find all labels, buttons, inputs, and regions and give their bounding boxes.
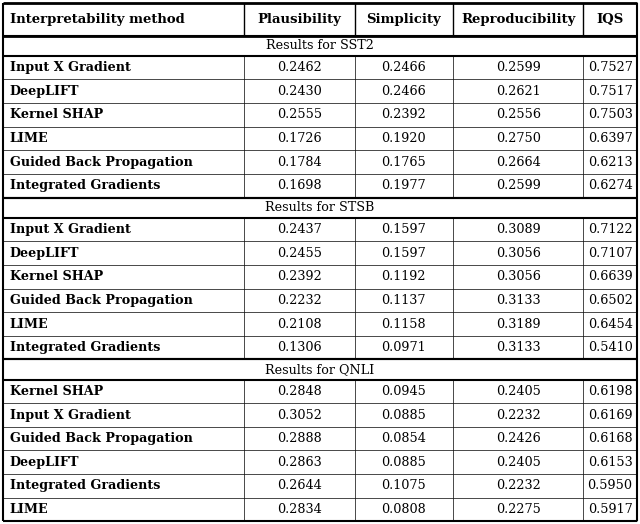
Text: 0.2664: 0.2664 <box>496 156 541 169</box>
Text: 0.2556: 0.2556 <box>495 108 541 122</box>
Text: 0.6502: 0.6502 <box>588 294 632 307</box>
Text: 0.6168: 0.6168 <box>588 432 632 445</box>
Text: Interpretability method: Interpretability method <box>10 13 184 26</box>
Text: 0.2466: 0.2466 <box>381 85 426 98</box>
Text: 0.1977: 0.1977 <box>381 179 426 192</box>
Text: 0.2405: 0.2405 <box>496 385 541 398</box>
Text: 0.2848: 0.2848 <box>277 385 322 398</box>
Text: 0.1765: 0.1765 <box>381 156 426 169</box>
Text: Simplicity: Simplicity <box>366 13 441 26</box>
Text: 0.2392: 0.2392 <box>381 108 426 122</box>
Text: 0.1306: 0.1306 <box>277 341 322 354</box>
Text: 0.1726: 0.1726 <box>277 132 322 145</box>
Text: 0.2275: 0.2275 <box>496 503 541 516</box>
Text: 0.7517: 0.7517 <box>588 85 632 98</box>
Text: 0.3056: 0.3056 <box>496 270 541 283</box>
Text: 0.1784: 0.1784 <box>277 156 322 169</box>
Text: 0.2455: 0.2455 <box>277 247 322 259</box>
Text: 0.1075: 0.1075 <box>381 479 426 493</box>
Text: 0.0854: 0.0854 <box>381 432 426 445</box>
Text: 0.2108: 0.2108 <box>277 318 322 331</box>
Text: Input X Gradient: Input X Gradient <box>10 61 131 74</box>
Text: 0.7107: 0.7107 <box>588 247 632 259</box>
Text: 0.3089: 0.3089 <box>496 223 541 236</box>
Text: IQS: IQS <box>596 13 624 26</box>
Text: 0.7122: 0.7122 <box>588 223 632 236</box>
Text: 0.6639: 0.6639 <box>588 270 632 283</box>
Text: LIME: LIME <box>10 503 48 516</box>
Text: 0.2834: 0.2834 <box>277 503 322 516</box>
Text: 0.2437: 0.2437 <box>277 223 322 236</box>
Text: 0.6454: 0.6454 <box>588 318 632 331</box>
Text: 0.2888: 0.2888 <box>277 432 322 445</box>
Text: 0.1597: 0.1597 <box>381 247 426 259</box>
Text: 0.5917: 0.5917 <box>588 503 632 516</box>
Text: 0.2232: 0.2232 <box>496 479 541 493</box>
Text: 0.2644: 0.2644 <box>277 479 322 493</box>
Text: Kernel SHAP: Kernel SHAP <box>10 270 103 283</box>
Text: 0.7527: 0.7527 <box>588 61 632 74</box>
Text: 0.1158: 0.1158 <box>381 318 426 331</box>
Text: 0.2232: 0.2232 <box>496 409 541 421</box>
Text: DeepLIFT: DeepLIFT <box>10 456 79 469</box>
Text: Kernel SHAP: Kernel SHAP <box>10 385 103 398</box>
Text: Results for QNLI: Results for QNLI <box>266 363 374 376</box>
Text: Integrated Gradients: Integrated Gradients <box>10 341 160 354</box>
Text: 0.3133: 0.3133 <box>496 294 540 307</box>
Text: 0.2466: 0.2466 <box>381 61 426 74</box>
Text: 0.0885: 0.0885 <box>381 409 426 421</box>
Text: Plausibility: Plausibility <box>257 13 341 26</box>
Text: 0.1920: 0.1920 <box>381 132 426 145</box>
Text: 0.6169: 0.6169 <box>588 409 632 421</box>
Text: 0.1698: 0.1698 <box>277 179 322 192</box>
Text: Guided Back Propagation: Guided Back Propagation <box>10 432 193 445</box>
Text: 0.6397: 0.6397 <box>588 132 632 145</box>
Text: Results for STSB: Results for STSB <box>266 201 374 214</box>
Text: 0.2621: 0.2621 <box>496 85 540 98</box>
Text: 0.3056: 0.3056 <box>496 247 541 259</box>
Text: 0.1137: 0.1137 <box>381 294 426 307</box>
Text: 0.0808: 0.0808 <box>381 503 426 516</box>
Text: 0.0971: 0.0971 <box>381 341 426 354</box>
Text: DeepLIFT: DeepLIFT <box>10 247 79 259</box>
Text: 0.2392: 0.2392 <box>277 270 322 283</box>
Text: 0.1597: 0.1597 <box>381 223 426 236</box>
Text: 0.0945: 0.0945 <box>381 385 426 398</box>
Text: 0.2750: 0.2750 <box>496 132 541 145</box>
Text: 0.6153: 0.6153 <box>588 456 632 469</box>
Text: Guided Back Propagation: Guided Back Propagation <box>10 294 193 307</box>
Text: Results for SST2: Results for SST2 <box>266 39 374 52</box>
Text: Input X Gradient: Input X Gradient <box>10 409 131 421</box>
Text: Integrated Gradients: Integrated Gradients <box>10 479 160 493</box>
Text: 0.6198: 0.6198 <box>588 385 632 398</box>
Text: DeepLIFT: DeepLIFT <box>10 85 79 98</box>
Text: 0.2599: 0.2599 <box>496 61 541 74</box>
Text: 0.3133: 0.3133 <box>496 341 540 354</box>
Text: 0.2863: 0.2863 <box>277 456 322 469</box>
Text: 0.2462: 0.2462 <box>277 61 322 74</box>
Text: 0.6274: 0.6274 <box>588 179 632 192</box>
Text: LIME: LIME <box>10 318 48 331</box>
Text: 0.2232: 0.2232 <box>277 294 322 307</box>
Text: 0.6213: 0.6213 <box>588 156 632 169</box>
Text: 0.5950: 0.5950 <box>588 479 632 493</box>
Text: 0.2430: 0.2430 <box>277 85 322 98</box>
Text: 0.2426: 0.2426 <box>496 432 541 445</box>
Text: 0.7503: 0.7503 <box>588 108 632 122</box>
Text: Guided Back Propagation: Guided Back Propagation <box>10 156 193 169</box>
Text: Integrated Gradients: Integrated Gradients <box>10 179 160 192</box>
Text: 0.3052: 0.3052 <box>277 409 322 421</box>
Text: 0.3189: 0.3189 <box>496 318 540 331</box>
Text: Input X Gradient: Input X Gradient <box>10 223 131 236</box>
Text: 0.2599: 0.2599 <box>496 179 541 192</box>
Text: 0.1192: 0.1192 <box>381 270 426 283</box>
Text: Reproducibility: Reproducibility <box>461 13 575 26</box>
Text: LIME: LIME <box>10 132 48 145</box>
Text: Kernel SHAP: Kernel SHAP <box>10 108 103 122</box>
Text: 0.2405: 0.2405 <box>496 456 541 469</box>
Text: 0.2555: 0.2555 <box>276 108 322 122</box>
Text: 0.0885: 0.0885 <box>381 456 426 469</box>
Text: 0.5410: 0.5410 <box>588 341 632 354</box>
